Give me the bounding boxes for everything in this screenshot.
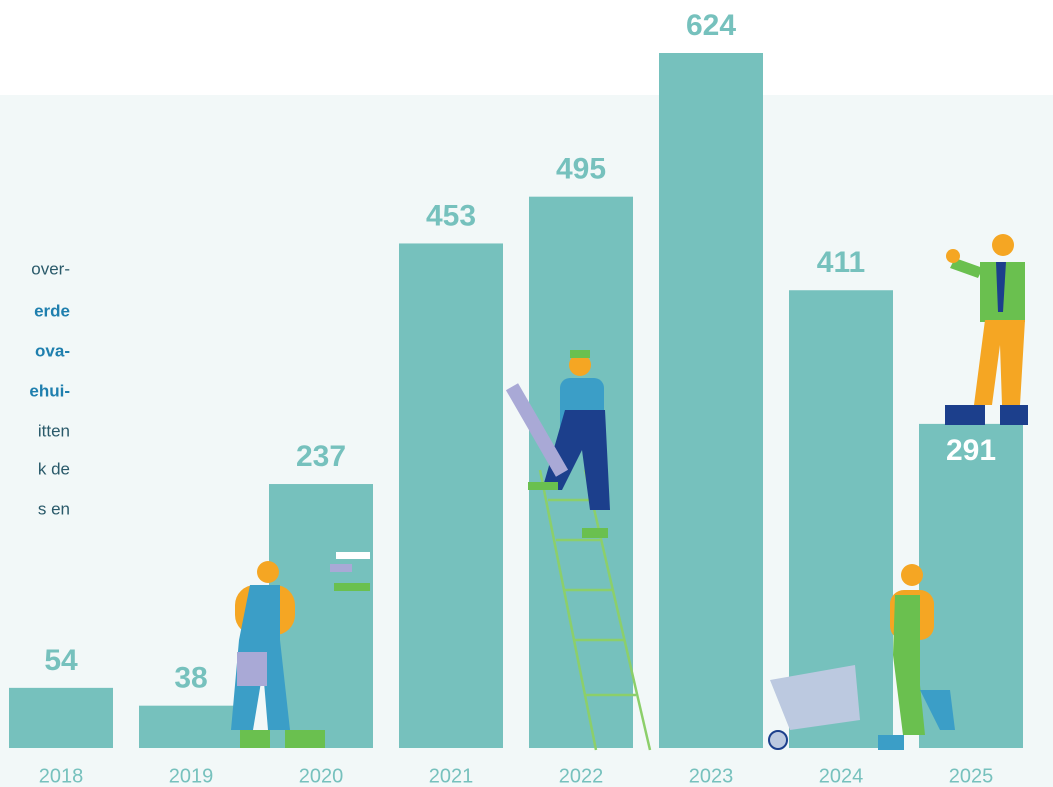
x-tick-label: 2025	[949, 765, 994, 787]
side-text-line: erde	[34, 301, 70, 320]
value-label: 38	[174, 662, 207, 695]
side-text-line: itten	[38, 421, 70, 440]
side-text-line: s en	[38, 499, 70, 518]
x-tick-label: 2023	[689, 765, 734, 787]
x-tick-label: 2020	[299, 765, 344, 787]
side-text-line: ova-	[35, 341, 70, 360]
side-text-line: k de	[38, 459, 70, 478]
infographic: 54 2018 38 2019 237 2020 453 2021 495 2022 624 2023…	[0, 0, 1053, 787]
bar	[139, 706, 243, 748]
x-tick-label: 2022	[559, 765, 604, 787]
x-tick-label: 2018	[39, 765, 84, 787]
value-label: 495	[556, 153, 606, 186]
bar	[9, 688, 113, 748]
value-label: 453	[426, 199, 476, 232]
value-label: 237	[296, 440, 346, 473]
side-text-line: ehui-	[29, 381, 70, 400]
bar	[659, 53, 763, 748]
value-label: 624	[686, 9, 736, 42]
x-tick-label: 2021	[429, 765, 474, 787]
x-tick-label: 2024	[819, 765, 864, 787]
value-label: 291	[946, 434, 996, 467]
side-text-line: over-	[31, 259, 70, 278]
bar	[529, 197, 633, 748]
bar	[399, 243, 503, 748]
panel	[0, 95, 1053, 787]
x-tick-label: 2019	[169, 765, 214, 787]
value-label: 411	[817, 246, 865, 279]
value-label: 54	[44, 644, 78, 677]
